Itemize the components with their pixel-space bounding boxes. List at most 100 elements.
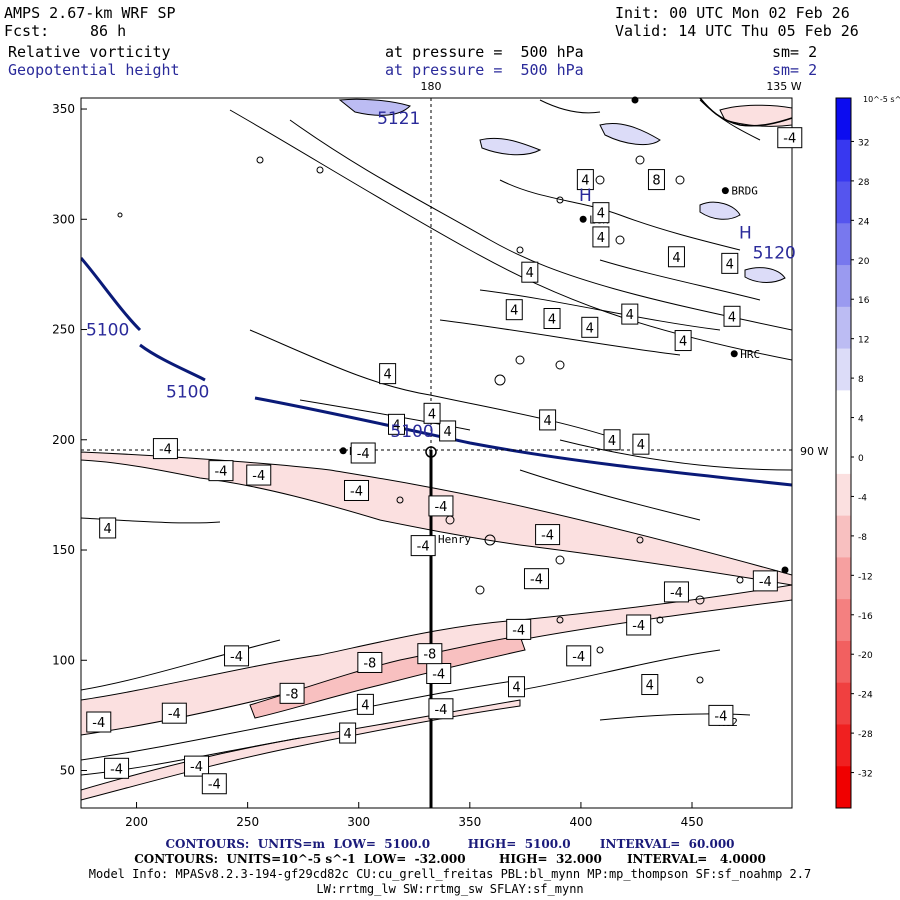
contour-label-box [721, 252, 739, 274]
color-scale-swatch [836, 599, 851, 642]
vorticity-contours [81, 99, 792, 776]
model-info-line2: LW:rrtmg_lw SW:rrtmg_sw SFLAY:sf_mynn [316, 882, 584, 896]
contour-label-box [428, 698, 454, 720]
contour-label-box [152, 438, 178, 460]
forecast-hour: 86 h [90, 22, 127, 40]
height-contour-label: 5120 [753, 243, 796, 263]
vorticity-contour-label: 8 [652, 174, 660, 189]
vorticity-contour-label: 4 [104, 522, 112, 537]
vorticity-contour-label: -4 [110, 762, 123, 777]
vorticity-contour-label: -4 [92, 716, 105, 731]
y-tick-label: 200 [52, 433, 75, 447]
station-label: HRC [740, 348, 760, 361]
contour-label-box [566, 645, 592, 667]
contour-label-box [104, 757, 130, 779]
y-tick-label: 250 [52, 323, 75, 337]
vorticity-contour-label: 4 [443, 425, 451, 440]
vorticity-contour-label: -4 [357, 447, 370, 462]
vorticity-contour-label: -8 [423, 648, 436, 663]
vorticity-contour-label: 4 [646, 679, 654, 694]
contour-label-box [339, 722, 357, 744]
vorticity-contour-label: -4 [159, 443, 172, 458]
contour-label-box [581, 316, 599, 338]
contour-label-box [224, 645, 250, 667]
vorticity-contour-label: -4 [530, 573, 543, 588]
vorticity-contour-label: -4 [632, 619, 645, 634]
height-contour-label: 5100 [166, 382, 209, 402]
station-marker [721, 187, 729, 195]
y-tick-label: 50 [60, 764, 75, 778]
station-marker [339, 447, 347, 455]
field-vorticity: Relative vorticity [8, 43, 171, 61]
x-tick-label: 400 [569, 815, 592, 829]
color-scale-label: -16 [858, 612, 873, 622]
edge-marker [781, 566, 789, 574]
vorticity-contour-label: -4 [759, 575, 772, 590]
cross-section-center-marker [425, 446, 437, 458]
color-scale-label: 24 [858, 217, 870, 227]
color-scale-label: -20 [858, 651, 873, 661]
app-title: AMPS 2.67-km WRF SP [4, 4, 176, 22]
vorticity-contour-label: -4 [714, 709, 727, 724]
contour-label-box [523, 568, 549, 590]
y-tick-label: 150 [52, 543, 75, 557]
vorticity-contour-info: CONTOURS: UNITS=10^-5 s^-1 LOW= -32.000 … [134, 852, 766, 866]
contour-label-box [506, 618, 532, 640]
contour-label-box [752, 570, 778, 592]
contour-label-box [357, 651, 383, 673]
contour-label-box [161, 702, 187, 724]
color-scale-swatch [836, 766, 851, 809]
vorticity-contour-label: 4 [581, 174, 589, 189]
color-scale-swatch [836, 306, 851, 350]
color-scale-label: 4 [858, 415, 864, 425]
contour-label-box [428, 495, 454, 517]
color-scale-swatch [836, 640, 851, 684]
x-axis: 200 250 300 350 400 450 [125, 802, 703, 829]
contour-label-box [539, 409, 557, 431]
contour-label-box [184, 755, 210, 777]
height-contour-label: 5100 [86, 321, 129, 341]
color-scale-swatch [836, 348, 851, 391]
contour-label-box [410, 535, 436, 557]
contour-label-box [417, 643, 443, 665]
contour-label-box [777, 127, 803, 149]
vorticity-contour-label: 4 [543, 414, 551, 429]
station-marker [730, 350, 738, 358]
color-scale-swatch [836, 515, 851, 558]
x-tick-label: 200 [125, 815, 148, 829]
valid-time: Valid: 14 UTC Thu 05 Feb 26 [615, 22, 859, 40]
color-scale-label: -4 [858, 493, 867, 503]
vorticity-contour-label: -4 [434, 703, 447, 718]
x-tick-label: 300 [347, 815, 370, 829]
height-contour-label: 5100 [390, 422, 433, 442]
x-tick-label: 350 [458, 815, 481, 829]
vorticity-contour-label: 4 [626, 308, 634, 323]
vorticity-contour-label: 4 [512, 681, 520, 696]
vorticity-contour-label: 4 [597, 207, 605, 222]
contour-label-box [439, 420, 457, 442]
color-scale-label: 32 [858, 138, 869, 148]
vorticity-contour-label: 4 [728, 310, 736, 325]
color-scale-unit: 10^-5 s^-1 [863, 95, 900, 104]
vorticity-contour-label: 4 [510, 304, 518, 319]
field-height-level: at pressure = 500 hPa [385, 61, 584, 79]
vorticity-contour-label: 4 [608, 434, 616, 449]
contour-label-box [521, 261, 539, 283]
contour-label-box [543, 307, 561, 329]
color-scale-swatch [836, 181, 851, 224]
model-info-line1: Model Info: MPASv8.2.3-194-gf29cd82c CU:… [88, 867, 812, 881]
vorticity-contour-label: 4 [637, 438, 645, 453]
color-scale-swatch [836, 223, 851, 266]
vorticity-contour-label: 4 [597, 231, 605, 246]
contour-label-box [535, 524, 561, 546]
vorticity-contour-label: -4 [350, 484, 363, 499]
color-scale-label: 8 [858, 375, 864, 385]
color-scale-swatch [836, 682, 851, 725]
y-tick-label: 100 [52, 653, 75, 667]
color-scale-swatch [836, 98, 851, 141]
contour-label-box [388, 413, 406, 435]
init-time: Init: 00 UTC Mon 02 Feb 26 [615, 4, 850, 22]
field-vorticity-smoothing: sm= 2 [772, 43, 818, 61]
color-scale-swatch [836, 139, 851, 183]
